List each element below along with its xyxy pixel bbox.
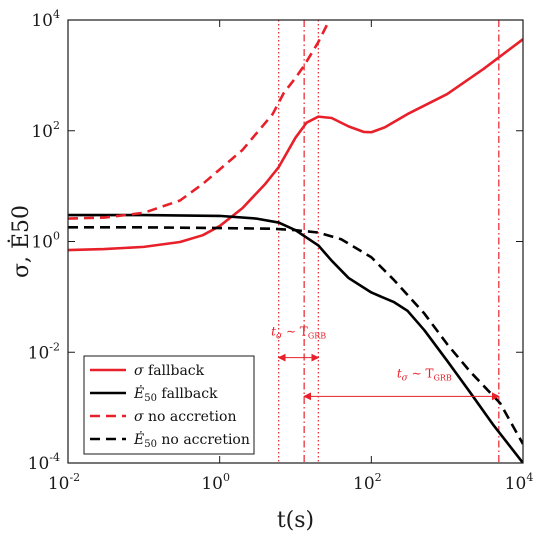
- legend-label-1: σ fallback: [134, 363, 205, 379]
- x-tick-label-4: 104: [505, 471, 534, 494]
- x-tick-label-3: 102: [353, 471, 382, 494]
- legend-label-4: Ė50 no accretion: [133, 430, 250, 450]
- annotation-label-2: tσ ∼ TGRB: [397, 366, 452, 383]
- series-line-2: [68, 213, 523, 463]
- legend-box: [83, 355, 255, 455]
- y-axis-label: σ, Ė50: [7, 205, 34, 278]
- legend-label-2: Ė50 fallback: [133, 384, 218, 404]
- y-tick-label-1: 10-4: [28, 451, 60, 474]
- series-line-1: [68, 38, 523, 252]
- plot-area: tσ ∼ TGRB tσ ∼ TGRB: [68, 20, 523, 463]
- x-tick-label-2: 100: [201, 471, 230, 494]
- plot-clip-group: [68, 20, 523, 463]
- legend: σ fallback Ė50 fallback σ no accretion Ė50 …: [83, 355, 255, 455]
- series-line-4: [68, 226, 523, 445]
- y-tick-label-2: 10-2: [28, 340, 60, 363]
- annotation-label-1: tσ ∼ TGRB: [271, 325, 326, 342]
- y-tick-label-3: 100: [31, 230, 60, 253]
- series-line-3: [68, 20, 331, 220]
- y-tick-label-4: 102: [31, 119, 60, 142]
- x-tick-label-1: 10-2: [48, 471, 80, 494]
- x-axis-label: t(s): [277, 508, 314, 533]
- y-tick-label-5: 104: [31, 8, 60, 31]
- legend-label-3: σ no accretion: [134, 409, 236, 425]
